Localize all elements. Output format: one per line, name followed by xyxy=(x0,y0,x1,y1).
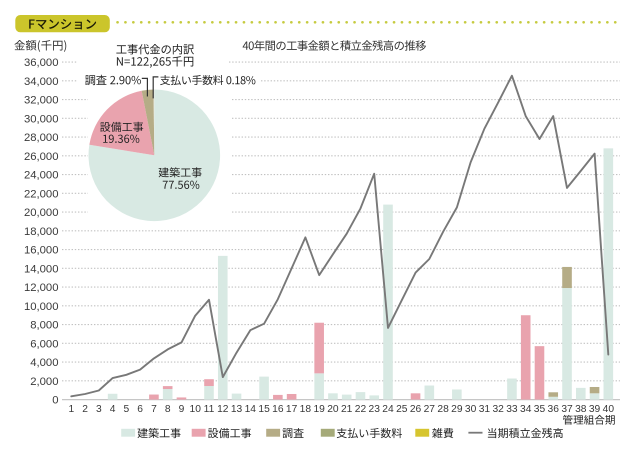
svg-text:26: 26 xyxy=(410,404,422,415)
svg-text:3: 3 xyxy=(96,404,102,415)
svg-text:40: 40 xyxy=(603,404,615,415)
svg-text:30,000: 30,000 xyxy=(24,113,59,125)
svg-text:36: 36 xyxy=(548,404,560,415)
svg-text:25: 25 xyxy=(396,404,408,415)
svg-text:4,000: 4,000 xyxy=(30,357,58,369)
svg-text:36,000: 36,000 xyxy=(24,57,59,69)
svg-text:24,000: 24,000 xyxy=(24,170,59,182)
svg-text:5: 5 xyxy=(124,404,130,415)
svg-text:1: 1 xyxy=(68,404,74,415)
svg-text:18: 18 xyxy=(300,404,312,415)
svg-text:16,000: 16,000 xyxy=(24,245,59,257)
svg-text:9: 9 xyxy=(179,404,185,415)
svg-text:39: 39 xyxy=(589,404,601,415)
svg-text:10,000: 10,000 xyxy=(24,301,59,313)
svg-text:6,000: 6,000 xyxy=(30,338,58,350)
svg-text:19: 19 xyxy=(313,404,325,415)
svg-text:12: 12 xyxy=(217,404,229,415)
svg-text:26,000: 26,000 xyxy=(24,151,59,163)
svg-text:28: 28 xyxy=(437,404,449,415)
svg-text:7: 7 xyxy=(151,404,157,415)
svg-text:34: 34 xyxy=(520,404,532,415)
svg-text:17: 17 xyxy=(286,404,298,415)
svg-text:2: 2 xyxy=(82,404,88,415)
svg-text:24: 24 xyxy=(382,404,394,415)
svg-text:2,000: 2,000 xyxy=(30,376,58,388)
svg-text:34,000: 34,000 xyxy=(24,76,59,88)
svg-text:4: 4 xyxy=(110,404,116,415)
svg-text:12,000: 12,000 xyxy=(24,282,59,294)
svg-text:15: 15 xyxy=(258,404,270,415)
svg-text:28,000: 28,000 xyxy=(24,132,59,144)
svg-text:33: 33 xyxy=(506,404,518,415)
svg-text:27: 27 xyxy=(424,404,436,415)
svg-text:21: 21 xyxy=(341,404,353,415)
svg-text:11: 11 xyxy=(204,404,215,415)
svg-text:10: 10 xyxy=(190,404,202,415)
svg-text:31: 31 xyxy=(479,404,491,415)
svg-text:18,000: 18,000 xyxy=(24,226,59,238)
svg-text:16: 16 xyxy=(272,404,284,415)
svg-text:23: 23 xyxy=(369,404,381,415)
svg-text:38: 38 xyxy=(575,404,587,415)
svg-text:32,000: 32,000 xyxy=(24,95,59,107)
svg-text:32: 32 xyxy=(492,404,504,415)
svg-text:22,000: 22,000 xyxy=(24,188,59,200)
svg-text:13: 13 xyxy=(231,404,243,415)
svg-text:29: 29 xyxy=(451,404,463,415)
svg-text:0: 0 xyxy=(52,395,58,407)
svg-text:8,000: 8,000 xyxy=(30,320,58,332)
svg-text:8: 8 xyxy=(165,404,171,415)
svg-text:6: 6 xyxy=(137,404,143,415)
svg-text:30: 30 xyxy=(465,404,477,415)
svg-text:14: 14 xyxy=(245,404,257,415)
svg-text:37: 37 xyxy=(561,404,573,415)
svg-text:22: 22 xyxy=(355,404,367,415)
svg-text:20,000: 20,000 xyxy=(24,207,59,219)
svg-text:35: 35 xyxy=(534,404,546,415)
svg-text:20: 20 xyxy=(327,404,339,415)
svg-text:14,000: 14,000 xyxy=(24,263,59,275)
